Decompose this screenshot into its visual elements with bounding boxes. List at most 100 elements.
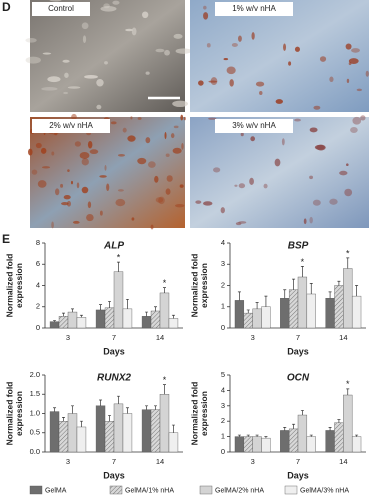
bar xyxy=(306,436,316,453)
cell xyxy=(303,218,307,225)
y-tick-label: 0.5 xyxy=(30,428,40,437)
y-tick-label: 4 xyxy=(221,385,225,394)
bar xyxy=(95,309,106,329)
error-bar xyxy=(162,287,166,293)
cell xyxy=(87,201,92,209)
cell xyxy=(81,22,89,30)
error-bar xyxy=(283,289,287,299)
error-bar xyxy=(108,415,112,422)
cell xyxy=(131,27,137,36)
cell xyxy=(47,76,61,83)
cell xyxy=(348,62,352,66)
cell xyxy=(294,118,301,122)
cell xyxy=(64,72,69,78)
cell xyxy=(259,90,263,96)
legend-label: GelMA/1% nHA xyxy=(125,487,174,494)
bar xyxy=(325,430,335,453)
y-tick-label: 0 xyxy=(221,447,225,456)
micrograph-label: Control xyxy=(48,4,74,13)
error-bar xyxy=(292,423,296,429)
cell xyxy=(165,153,170,157)
cell xyxy=(206,43,211,48)
error-bar xyxy=(70,308,74,313)
error-bar xyxy=(264,295,268,307)
y-tick-label: 1 xyxy=(221,432,225,441)
panel-label: E xyxy=(2,232,10,246)
cell xyxy=(99,210,103,216)
cell xyxy=(79,152,90,159)
cell xyxy=(309,216,313,224)
cell xyxy=(142,11,149,19)
bar xyxy=(113,271,124,329)
legend-label: GelMA/3% nHA xyxy=(300,487,349,494)
error-bar xyxy=(255,302,259,309)
bar xyxy=(122,308,133,329)
cell xyxy=(164,132,167,140)
chart: 0.0 0.5 1.0 1.5 2.0 RUNX2 Normalized foldexpre… xyxy=(5,370,183,480)
error-bar xyxy=(79,314,83,318)
significance: * xyxy=(163,278,167,288)
cell xyxy=(87,140,93,149)
cell xyxy=(110,121,117,125)
x-tick-label: 7 xyxy=(296,333,300,342)
bar xyxy=(243,312,253,329)
cell xyxy=(238,183,246,189)
micrograph xyxy=(190,117,369,228)
error-bar xyxy=(309,283,313,294)
cell xyxy=(203,12,209,20)
error-bar xyxy=(79,420,83,427)
cell xyxy=(148,161,156,168)
error-bar xyxy=(337,419,341,423)
y-tick-label: 0 xyxy=(36,323,40,332)
error-bar xyxy=(125,407,129,414)
cell xyxy=(70,180,73,185)
y-tick-label: 8 xyxy=(36,238,40,247)
x-tick-label: 7 xyxy=(112,333,116,342)
error-bar xyxy=(171,424,175,433)
cell xyxy=(229,79,234,87)
cell xyxy=(155,48,165,53)
cell xyxy=(352,116,362,125)
error-bar xyxy=(108,301,112,308)
label-box xyxy=(32,119,110,133)
cell xyxy=(275,99,284,104)
cell xyxy=(319,56,327,62)
cell xyxy=(365,70,369,77)
bar xyxy=(261,437,271,453)
cell xyxy=(235,222,242,226)
bar xyxy=(168,432,179,453)
cell xyxy=(226,66,236,75)
cell xyxy=(208,80,218,83)
label-box xyxy=(215,119,293,133)
cell xyxy=(164,49,170,56)
cell xyxy=(329,76,334,83)
x-tick-label: 7 xyxy=(112,457,116,466)
cell xyxy=(117,189,124,192)
y-tick-label: 2.0 xyxy=(30,370,40,379)
cell xyxy=(112,0,120,5)
chart: 0 2 4 6 8 ALP Normalized foldexpression Days 3 7 *… xyxy=(5,238,183,356)
chart-title: BSP xyxy=(288,241,309,252)
cell xyxy=(84,75,98,79)
error-bar xyxy=(62,417,66,422)
x-tick-label: 14 xyxy=(156,457,164,466)
bar xyxy=(150,409,161,453)
significance: * xyxy=(163,375,167,385)
bar xyxy=(297,414,308,453)
error-bar xyxy=(246,434,250,437)
cell xyxy=(250,136,256,142)
y-tick-label: 3 xyxy=(221,259,225,268)
significance: * xyxy=(346,248,350,258)
cell xyxy=(238,35,242,42)
error-bar xyxy=(116,261,120,272)
x-tick-label: 3 xyxy=(66,457,70,466)
cell xyxy=(288,61,292,66)
bar xyxy=(297,276,308,329)
cell xyxy=(103,3,110,9)
cell xyxy=(173,33,183,39)
error-bar xyxy=(246,309,250,314)
cell xyxy=(356,88,362,92)
error-bar xyxy=(309,434,313,437)
cell xyxy=(350,126,358,134)
cell xyxy=(234,184,238,187)
